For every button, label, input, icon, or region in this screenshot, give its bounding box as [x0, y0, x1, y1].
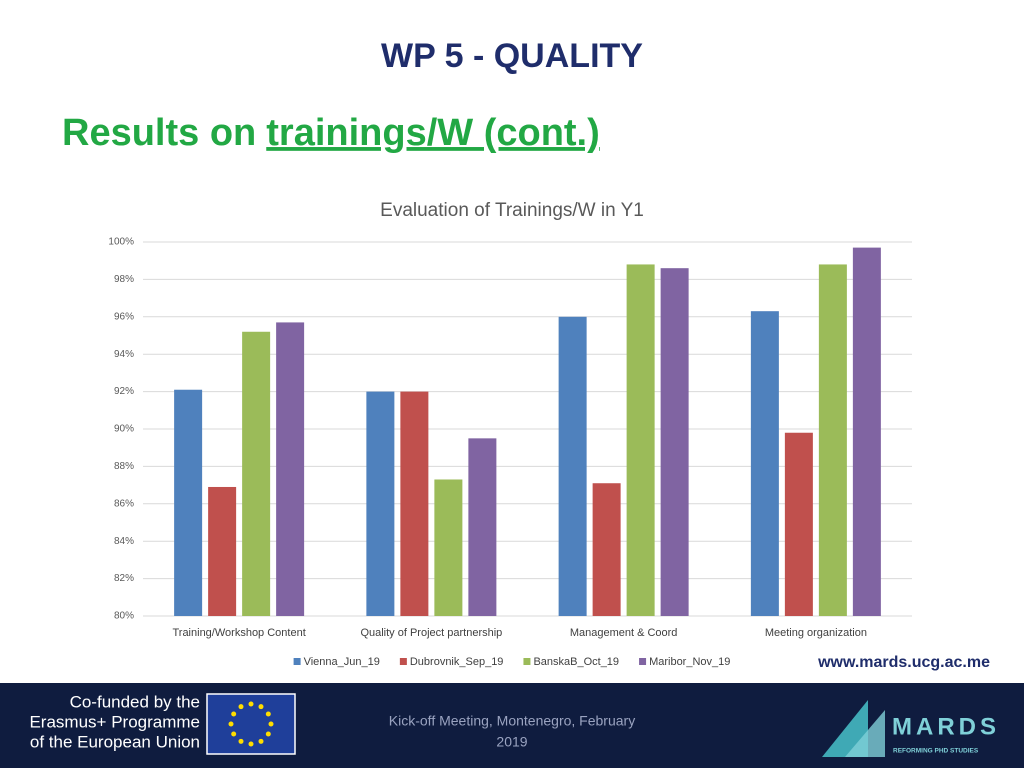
x-tick-label: Quality of Project partnership — [360, 627, 502, 639]
y-tick-label: 86% — [114, 498, 134, 509]
eu-star — [258, 738, 264, 744]
bar — [276, 322, 305, 616]
eu-star — [248, 701, 254, 707]
logo-tagline: REFORMING PHD STUDIES — [893, 748, 979, 755]
y-tick-label: 80% — [114, 611, 134, 622]
eu-star — [248, 741, 254, 747]
bar — [174, 389, 203, 616]
eu-star — [265, 711, 271, 717]
legend-swatch — [523, 658, 531, 665]
x-tick-label: Meeting organization — [765, 627, 867, 639]
footer-text: Erasmus+ Programme — [29, 712, 200, 731]
eu-stars — [228, 701, 274, 747]
y-tick-label: 94% — [114, 349, 134, 360]
chart: Evaluation of Trainings/W in Y1 80% 82% 84%… — [108, 200, 912, 668]
legend-label: Dubrovnik_Sep_19 — [410, 656, 504, 668]
footer-center: 2019 — [496, 734, 527, 750]
bar — [208, 486, 237, 616]
bar — [558, 316, 587, 616]
slide-heading: Results on — [62, 112, 256, 154]
legend-label: Maribor_Nov_19 — [649, 656, 730, 668]
bar — [592, 483, 621, 616]
y-tick-label: 90% — [114, 424, 134, 435]
bar — [818, 264, 847, 616]
bar — [784, 432, 813, 616]
bar — [434, 479, 463, 616]
legend-swatch — [399, 658, 407, 665]
x-tick-label: Management & Coord — [570, 627, 678, 639]
y-tick-label: 82% — [114, 573, 134, 584]
eu-star — [228, 721, 234, 727]
slide-heading-link: trainings/W (cont.) — [266, 112, 600, 154]
x-tick-label: Training/Workshop Content — [172, 627, 305, 639]
bar — [242, 331, 271, 616]
eu-star — [268, 721, 274, 727]
y-tick-label: 92% — [114, 386, 134, 397]
legend-label: Vienna_Jun_19 — [304, 656, 380, 668]
bar — [852, 247, 881, 617]
eu-star — [265, 731, 271, 737]
bar — [400, 391, 429, 616]
eu-star — [258, 704, 264, 710]
footer-text: Co-funded by the — [70, 692, 200, 711]
legend-label: BanskaB_Oct_19 — [533, 656, 619, 668]
eu-star — [231, 731, 237, 737]
eu-star — [238, 704, 244, 710]
legend-swatch — [293, 658, 301, 665]
url: www.mards.ucg.ac.me — [817, 654, 990, 671]
slide-title: WP 5 - QUALITY — [381, 37, 643, 75]
logo-shape — [845, 710, 885, 757]
y-tick-label: 88% — [114, 461, 134, 472]
eu-star — [238, 738, 244, 744]
logo-text: MARDS — [892, 713, 1000, 740]
y-tick-label: 96% — [114, 311, 134, 322]
chart-title: Evaluation of Trainings/W in Y1 — [380, 200, 644, 221]
bar — [366, 391, 395, 616]
bar — [468, 438, 497, 616]
footer-text: of the European Union — [30, 732, 200, 751]
eu-star — [231, 711, 237, 717]
y-tick-label: 84% — [114, 536, 134, 547]
footer-center: Kick-off Meeting, Montenegro, February — [389, 713, 635, 729]
logo-shape — [822, 700, 868, 757]
bar — [750, 311, 779, 616]
legend-swatch — [639, 658, 647, 665]
y-tick-label: 100% — [108, 237, 134, 248]
bar — [660, 268, 689, 616]
bar — [626, 264, 655, 616]
y-tick-label: 98% — [114, 274, 134, 285]
